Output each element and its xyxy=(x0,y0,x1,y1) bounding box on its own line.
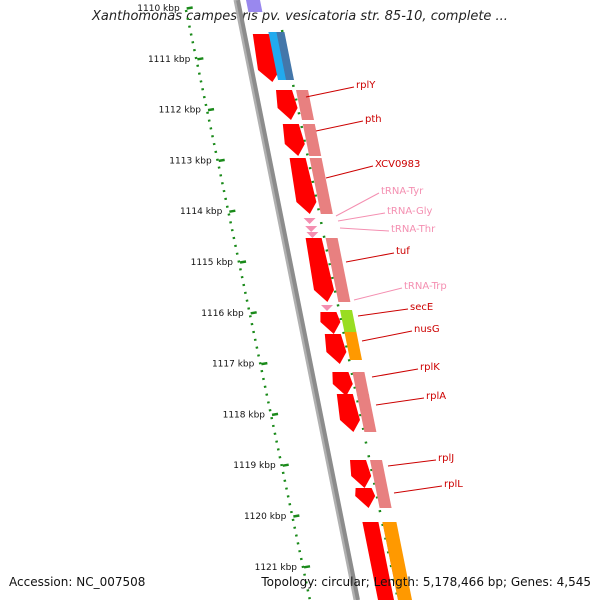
scale-tick-label: 1114 kbp xyxy=(180,207,223,217)
cds-track2 xyxy=(370,460,388,488)
gene-label: rplK xyxy=(420,362,440,373)
gene-label: rplJ xyxy=(438,453,454,464)
gene-leader-line xyxy=(325,165,374,179)
gene-leader-line xyxy=(345,252,395,263)
gene-layer xyxy=(246,0,412,600)
cds-track2 xyxy=(296,90,314,120)
scale-tick xyxy=(303,565,311,569)
cds-track2 xyxy=(325,238,351,302)
gene-strip-orange-bottom xyxy=(382,522,412,600)
gene-label: tuf xyxy=(396,246,410,257)
gene-leader-line xyxy=(337,212,386,222)
map-title: Xanthomonas campestris pv. vesicatoria s… xyxy=(92,9,508,24)
trna-chevron xyxy=(321,305,333,311)
cds-track2 xyxy=(375,488,392,508)
cds-arrow xyxy=(289,158,317,214)
cds-arrow xyxy=(350,460,372,488)
cds-track2 xyxy=(302,124,322,156)
cds-arrow xyxy=(332,372,353,396)
scale-layer: 1110 kbp 1111 kbp 1112 kbp 1113 kbp 1114 kbp… xyxy=(137,4,400,600)
trna-chevron xyxy=(305,226,318,232)
cds-arrow xyxy=(282,124,305,156)
gene-strip-orange xyxy=(344,332,362,360)
cds-track2 xyxy=(352,372,370,396)
scale-tick xyxy=(207,107,215,112)
scale-tick xyxy=(197,57,204,61)
gene-leader-line xyxy=(353,287,403,301)
gene-strip-steel xyxy=(276,32,294,80)
scale-tick xyxy=(282,463,289,467)
trna-chevron xyxy=(303,218,316,224)
gene-leader-line xyxy=(393,485,443,494)
scale-tick-label: 1118 kbp xyxy=(223,410,266,420)
gene-leader-line xyxy=(315,120,364,132)
gene-label: rplA xyxy=(426,391,446,402)
scale-tick-label: 1113 kbp xyxy=(169,156,212,166)
gene-leader-line xyxy=(305,86,355,98)
track-layer xyxy=(233,0,360,600)
cds-arrow xyxy=(276,90,298,120)
gene-leader-line xyxy=(339,227,390,232)
gene-label: rplL xyxy=(444,479,463,490)
scale-tick-label: 1115 kbp xyxy=(191,258,234,268)
cds-arrow xyxy=(320,312,341,334)
gene-label: secE xyxy=(410,302,433,313)
cds-arrow xyxy=(362,522,394,600)
gene-leader-line xyxy=(371,368,419,378)
scale-tick-label: 1119 kbp xyxy=(233,461,276,471)
gene-label: tRNA-Thr xyxy=(391,224,436,235)
gene-label: tRNA-Tyr xyxy=(381,186,424,197)
scale-tick-label: 1121 kbp xyxy=(255,563,298,573)
scale-tick-label: 1112 kbp xyxy=(159,106,202,116)
scale-tick xyxy=(229,209,236,213)
topology-text: Topology: circular; Length: 5,178,466 bp… xyxy=(261,575,591,589)
cds-arrow xyxy=(355,488,376,508)
gene-strip-lavender xyxy=(246,0,263,12)
scale-tick-label: 1116 kbp xyxy=(201,309,244,319)
gene-leader-line xyxy=(361,330,413,342)
gene-strip-cyan xyxy=(268,32,288,80)
scale-tick xyxy=(293,514,300,518)
scale-tick-label: 1117 kbp xyxy=(212,360,255,370)
gene-leader-line xyxy=(335,192,380,217)
gene-label: tRNA-Trp xyxy=(404,281,447,292)
scale-tick xyxy=(186,6,193,10)
backbone-shadow xyxy=(233,0,357,600)
gene-leader-line xyxy=(387,459,437,467)
gene-label: rplY xyxy=(356,80,376,91)
gene-label: pth xyxy=(365,114,382,125)
gene-leader-line xyxy=(375,397,425,406)
cds-track2 xyxy=(309,158,333,214)
gene-label: XCV0983 xyxy=(375,159,420,170)
cds-arrow xyxy=(305,238,334,302)
scale-tick xyxy=(250,311,257,315)
gene-strip-lime xyxy=(340,310,357,332)
scale-tick-label: 1120 kbp xyxy=(244,512,287,522)
backbone-line xyxy=(236,0,360,600)
scale-tick-label: 1111 kbp xyxy=(148,55,191,65)
gene-label: nusG xyxy=(414,324,440,335)
gene-label: tRNA-Gly xyxy=(387,206,432,217)
scale-tick xyxy=(261,361,268,366)
trna-chevron xyxy=(306,232,319,238)
cds-arrow xyxy=(324,334,347,364)
scale-tick-label: 1110 kbp xyxy=(137,4,180,14)
label-layer: rplY pth XCV0983 tRNA-Tyr tRNA-Gly tRNA-Thr tu… xyxy=(305,80,463,494)
cds-track2 xyxy=(356,394,377,432)
scale-tick xyxy=(218,158,225,163)
accession-text: Accession: NC_007508 xyxy=(9,575,146,589)
scale-tick xyxy=(271,412,279,417)
scale-tick xyxy=(239,260,247,264)
gene-leader-line xyxy=(357,308,409,317)
cds-arrow xyxy=(336,394,360,432)
